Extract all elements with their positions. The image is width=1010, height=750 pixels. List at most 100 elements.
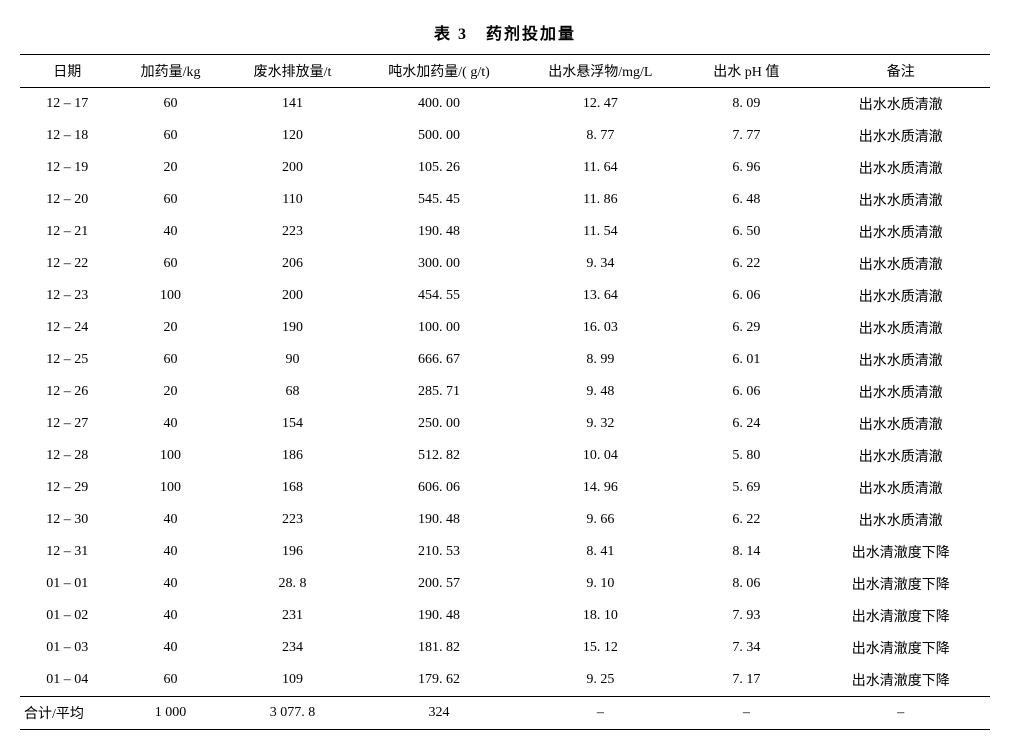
cell-ss: 12. 47 [520, 88, 681, 121]
cell-dose: 40 [114, 504, 226, 536]
cell-discharge: 186 [227, 440, 359, 472]
cell-per_ton: 500. 00 [358, 120, 519, 152]
cell-ph: 7. 17 [681, 664, 812, 697]
cell-remark: 出水水质清澈 [812, 88, 990, 121]
cell-discharge: 154 [227, 408, 359, 440]
table-row: 01 – 0340234181. 8215. 127. 34出水清澈度下降 [20, 632, 990, 664]
header-remark: 备注 [812, 55, 990, 88]
cell-remark: 出水水质清澈 [812, 280, 990, 312]
cell-date: 12 – 30 [20, 504, 114, 536]
cell-ss: 9. 32 [520, 408, 681, 440]
table-row: 12 – 2420190100. 0016. 036. 29出水水质清澈 [20, 312, 990, 344]
cell-per_ton: 512. 82 [358, 440, 519, 472]
cell-ph: 6. 24 [681, 408, 812, 440]
cell-dose: 100 [114, 472, 226, 504]
cell-per_ton: 200. 57 [358, 568, 519, 600]
cell-date: 12 – 23 [20, 280, 114, 312]
data-table: 日期 加药量/kg 废水排放量/t 吨水加药量/( g/t) 出水悬浮物/mg/… [20, 54, 990, 730]
cell-remark: 出水水质清澈 [812, 312, 990, 344]
cell-ph: 6. 48 [681, 184, 812, 216]
header-date: 日期 [20, 55, 114, 88]
cell-discharge: 109 [227, 664, 359, 697]
cell-per_ton: 250. 00 [358, 408, 519, 440]
cell-discharge: 223 [227, 504, 359, 536]
summary-cell-remark: – [812, 697, 990, 730]
header-ss: 出水悬浮物/mg/L [520, 55, 681, 88]
cell-discharge: 110 [227, 184, 359, 216]
table-row: 12 – 2260206300. 009. 346. 22出水水质清澈 [20, 248, 990, 280]
cell-per_ton: 666. 67 [358, 344, 519, 376]
cell-ph: 5. 69 [681, 472, 812, 504]
cell-discharge: 68 [227, 376, 359, 408]
cell-dose: 40 [114, 408, 226, 440]
cell-discharge: 200 [227, 280, 359, 312]
cell-ss: 11. 64 [520, 152, 681, 184]
cell-discharge: 196 [227, 536, 359, 568]
table-row: 12 – 29100168606. 0614. 965. 69出水水质清澈 [20, 472, 990, 504]
cell-discharge: 90 [227, 344, 359, 376]
cell-date: 12 – 19 [20, 152, 114, 184]
cell-remark: 出水清澈度下降 [812, 568, 990, 600]
cell-per_ton: 400. 00 [358, 88, 519, 121]
cell-ph: 6. 96 [681, 152, 812, 184]
header-discharge: 废水排放量/t [227, 55, 359, 88]
cell-ph: 6. 50 [681, 216, 812, 248]
cell-ph: 7. 93 [681, 600, 812, 632]
table-row: 12 – 2060110545. 4511. 866. 48出水水质清澈 [20, 184, 990, 216]
table-row: 01 – 0240231190. 4818. 107. 93出水清澈度下降 [20, 600, 990, 632]
cell-ss: 13. 64 [520, 280, 681, 312]
cell-date: 12 – 28 [20, 440, 114, 472]
table-row: 12 – 2140223190. 4811. 546. 50出水水质清澈 [20, 216, 990, 248]
header-ph: 出水 pH 值 [681, 55, 812, 88]
cell-remark: 出水水质清澈 [812, 184, 990, 216]
cell-date: 12 – 22 [20, 248, 114, 280]
cell-ph: 6. 22 [681, 504, 812, 536]
cell-remark: 出水水质清澈 [812, 152, 990, 184]
summary-cell-dose: 1 000 [114, 697, 226, 730]
cell-per_ton: 606. 06 [358, 472, 519, 504]
cell-date: 12 – 29 [20, 472, 114, 504]
cell-dose: 40 [114, 632, 226, 664]
cell-ss: 11. 86 [520, 184, 681, 216]
cell-remark: 出水水质清澈 [812, 120, 990, 152]
cell-remark: 出水水质清澈 [812, 216, 990, 248]
cell-date: 01 – 01 [20, 568, 114, 600]
cell-date: 01 – 02 [20, 600, 114, 632]
cell-discharge: 190 [227, 312, 359, 344]
cell-ss: 18. 10 [520, 600, 681, 632]
table-row: 01 – 0460109179. 629. 257. 17出水清澈度下降 [20, 664, 990, 697]
cell-ss: 9. 34 [520, 248, 681, 280]
table-body: 12 – 1760141400. 0012. 478. 09出水水质清澈12 –… [20, 88, 990, 730]
summary-cell-per_ton: 324 [358, 697, 519, 730]
cell-date: 12 – 18 [20, 120, 114, 152]
cell-per_ton: 100. 00 [358, 312, 519, 344]
cell-date: 01 – 03 [20, 632, 114, 664]
cell-ss: 9. 66 [520, 504, 681, 536]
summary-row: 合计/平均1 0003 077. 8324––– [20, 697, 990, 730]
cell-remark: 出水清澈度下降 [812, 600, 990, 632]
cell-dose: 60 [114, 664, 226, 697]
cell-ph: 8. 06 [681, 568, 812, 600]
table-row: 12 – 3140196210. 538. 418. 14出水清澈度下降 [20, 536, 990, 568]
table-row: 12 – 28100186512. 8210. 045. 80出水水质清澈 [20, 440, 990, 472]
cell-ss: 9. 10 [520, 568, 681, 600]
cell-discharge: 231 [227, 600, 359, 632]
table-row: 12 – 262068285. 719. 486. 06出水水质清澈 [20, 376, 990, 408]
cell-dose: 60 [114, 184, 226, 216]
table-row: 12 – 256090666. 678. 996. 01出水水质清澈 [20, 344, 990, 376]
cell-date: 12 – 26 [20, 376, 114, 408]
cell-remark: 出水清澈度下降 [812, 632, 990, 664]
cell-date: 12 – 31 [20, 536, 114, 568]
table-title: 表 3 药剂投加量 [20, 20, 990, 44]
cell-date: 01 – 04 [20, 664, 114, 697]
table-row: 12 – 2740154250. 009. 326. 24出水水质清澈 [20, 408, 990, 440]
cell-discharge: 168 [227, 472, 359, 504]
cell-per_ton: 190. 48 [358, 216, 519, 248]
cell-per_ton: 210. 53 [358, 536, 519, 568]
cell-remark: 出水水质清澈 [812, 408, 990, 440]
cell-dose: 60 [114, 248, 226, 280]
cell-discharge: 200 [227, 152, 359, 184]
cell-ss: 9. 48 [520, 376, 681, 408]
cell-per_ton: 181. 82 [358, 632, 519, 664]
cell-ss: 16. 03 [520, 312, 681, 344]
